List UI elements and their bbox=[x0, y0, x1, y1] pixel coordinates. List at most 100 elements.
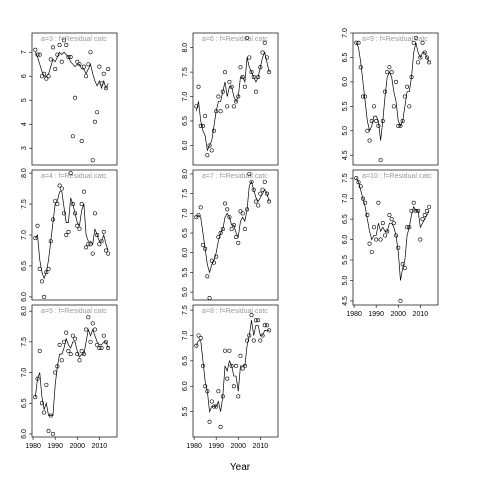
data-point bbox=[79, 139, 84, 144]
data-point bbox=[70, 333, 75, 338]
data-point bbox=[103, 248, 108, 253]
data-point bbox=[424, 208, 429, 213]
data-point bbox=[385, 70, 390, 75]
data-point bbox=[376, 200, 381, 205]
x-tick-label: 1990 bbox=[47, 443, 63, 450]
data-point bbox=[70, 202, 75, 207]
data-point bbox=[225, 207, 230, 212]
data-point bbox=[75, 223, 80, 228]
data-point bbox=[95, 342, 100, 347]
y-tick-label: 5.5 bbox=[182, 267, 189, 277]
y-tick-label: 8.0 bbox=[182, 43, 189, 53]
y-tick-label: 7.0 bbox=[182, 330, 189, 340]
data-point bbox=[354, 176, 359, 181]
y-tick-label: 8.0 bbox=[21, 306, 28, 316]
fit-line bbox=[196, 180, 270, 274]
data-point bbox=[59, 59, 64, 64]
data-point bbox=[198, 335, 203, 340]
data-point bbox=[378, 237, 383, 242]
data-point bbox=[35, 223, 40, 228]
data-point bbox=[214, 254, 219, 259]
data-point bbox=[398, 298, 403, 303]
data-point bbox=[231, 104, 236, 109]
y-tick-label: 7.0 bbox=[342, 28, 349, 38]
panel-frame bbox=[192, 32, 279, 166]
data-point bbox=[264, 191, 269, 196]
data-point bbox=[75, 59, 80, 64]
data-point bbox=[227, 215, 232, 220]
data-point bbox=[81, 189, 86, 194]
data-point bbox=[383, 233, 388, 238]
data-point bbox=[205, 274, 210, 279]
data-point bbox=[97, 345, 102, 350]
data-point bbox=[258, 191, 263, 196]
y-tick-label: 8.0 bbox=[21, 168, 28, 178]
data-point bbox=[198, 205, 203, 210]
data-point bbox=[356, 40, 361, 45]
data-point bbox=[68, 171, 73, 176]
data-point bbox=[90, 158, 95, 163]
data-point bbox=[57, 342, 62, 347]
data-point bbox=[264, 55, 269, 60]
data-point bbox=[106, 251, 111, 256]
data-point bbox=[420, 217, 425, 222]
data-point bbox=[363, 94, 368, 99]
y-tick-label: 5.5 bbox=[182, 407, 189, 417]
data-point bbox=[396, 123, 401, 128]
data-point bbox=[92, 211, 97, 216]
data-point bbox=[211, 128, 216, 133]
data-point bbox=[231, 384, 236, 389]
data-point bbox=[66, 229, 71, 234]
data-point bbox=[418, 55, 423, 60]
data-point bbox=[223, 70, 228, 75]
data-point bbox=[380, 221, 385, 226]
data-point bbox=[220, 89, 225, 94]
data-point bbox=[55, 202, 60, 207]
data-point bbox=[223, 348, 228, 353]
data-point bbox=[374, 119, 379, 124]
data-point bbox=[420, 40, 425, 45]
data-point bbox=[242, 227, 247, 232]
data-point bbox=[229, 363, 234, 368]
data-point bbox=[207, 143, 212, 148]
data-point bbox=[251, 187, 256, 192]
data-point bbox=[376, 123, 381, 128]
data-point bbox=[90, 251, 95, 256]
panel-title: a=3 : f=Residual catc bbox=[41, 36, 107, 43]
y-tick-label: 6.0 bbox=[342, 235, 349, 245]
y-tick-label: 6.5 bbox=[342, 52, 349, 62]
data-point bbox=[39, 279, 44, 284]
data-point bbox=[247, 171, 252, 176]
data-point bbox=[227, 348, 232, 353]
panel-title: a=10 : f=Residual catc bbox=[362, 173, 432, 180]
y-tick-label: 6.5 bbox=[21, 261, 28, 271]
data-point bbox=[405, 225, 410, 230]
data-point bbox=[33, 47, 38, 52]
data-point bbox=[358, 184, 363, 189]
data-point bbox=[86, 242, 91, 247]
data-point bbox=[262, 40, 267, 45]
data-point bbox=[358, 65, 363, 70]
data-point bbox=[64, 330, 69, 335]
data-point bbox=[88, 339, 93, 344]
data-point bbox=[50, 431, 55, 436]
data-point bbox=[62, 211, 67, 216]
data-point bbox=[396, 245, 401, 250]
data-point bbox=[365, 213, 370, 218]
data-point bbox=[225, 376, 230, 381]
data-point bbox=[405, 84, 410, 89]
y-tick-label: 7 bbox=[21, 50, 28, 54]
data-point bbox=[79, 202, 84, 207]
x-tick-label: 1980 bbox=[346, 311, 362, 318]
y-tick-label: 5.0 bbox=[342, 126, 349, 136]
data-point bbox=[374, 237, 379, 242]
data-point bbox=[427, 204, 432, 209]
data-point bbox=[90, 321, 95, 326]
data-point bbox=[383, 89, 388, 94]
panel-frame bbox=[192, 304, 279, 438]
panel-title: a=9 : f=Residual catc bbox=[362, 36, 428, 43]
data-point bbox=[253, 89, 258, 94]
data-point bbox=[203, 114, 208, 119]
data-point bbox=[46, 74, 51, 79]
data-point bbox=[53, 198, 58, 203]
